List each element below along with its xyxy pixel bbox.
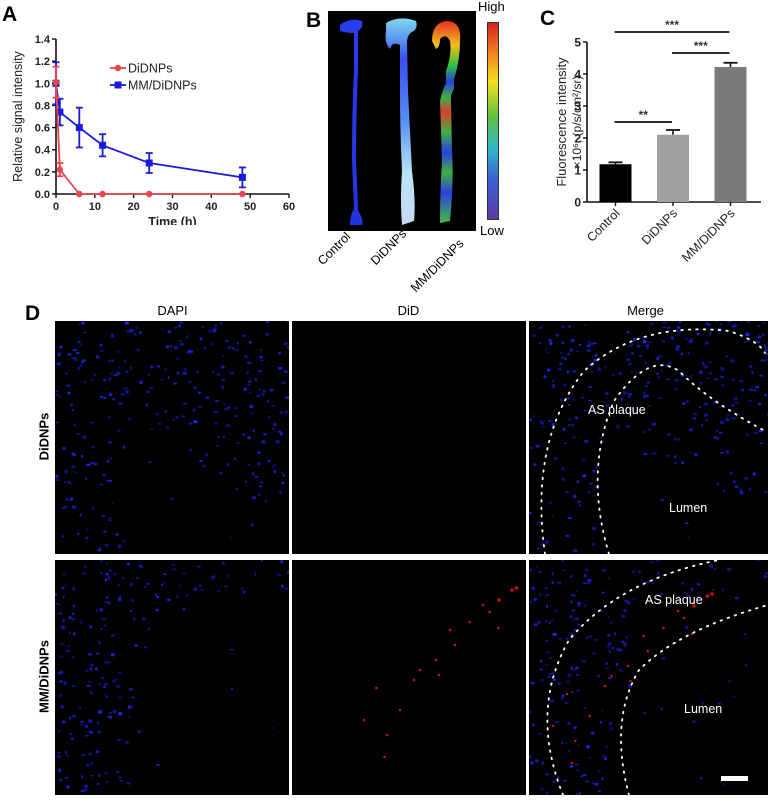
aorta-control xyxy=(340,19,363,225)
aorta-mm-didnps xyxy=(432,21,461,223)
intensity-colorbar xyxy=(487,22,499,220)
row-label-mm-didnps: MM/DiDNPs xyxy=(36,640,52,713)
bar-control xyxy=(599,161,632,202)
micrograph-didnps-did xyxy=(292,321,526,554)
bar-didnps xyxy=(657,129,689,202)
x-category-label: Control xyxy=(584,206,622,244)
x-tick-label: 40 xyxy=(205,201,217,213)
plaque-boundary-dotted xyxy=(546,560,768,795)
y-tick-label: 2 xyxy=(574,132,581,146)
y-axis-title-line1: Fluorescence intensity xyxy=(554,57,569,187)
significance-bracket: ** xyxy=(614,108,672,123)
micrograph-didnps-merge: AS plaque Lumen xyxy=(529,321,768,554)
annotation-as-plaque: AS plaque xyxy=(588,403,646,417)
y-tick-label: 1.2 xyxy=(35,56,50,68)
legend-label: DiDNPs xyxy=(128,62,172,76)
annotation-lumen: Lumen xyxy=(684,702,723,716)
dapi-nuclei-field xyxy=(529,321,768,553)
significance-bracket: *** xyxy=(614,18,730,33)
row-label-didnps: DiDNPs xyxy=(36,412,52,461)
x-tick-label: 50 xyxy=(244,201,256,213)
significance-label: ** xyxy=(639,108,649,122)
y-tick-label: 0.2 xyxy=(35,167,50,179)
micrograph-didnps-dapi xyxy=(55,321,289,554)
y-tick-label: 1.0 xyxy=(35,78,50,90)
aorta-images-svg xyxy=(340,18,461,225)
panel-label-d: D xyxy=(25,302,41,325)
column-title-dapi: DAPI xyxy=(157,303,188,318)
annotation-as-plaque: AS plaque xyxy=(645,593,703,607)
fluorescence-aorta-image xyxy=(328,11,476,231)
column-title-did: DiD xyxy=(397,303,420,318)
y-tick-label: 5 xyxy=(574,36,581,50)
y-tick-label: 4 xyxy=(574,68,581,82)
y-tick-label: 0.8 xyxy=(35,100,50,112)
b-label-didnps: DiDNPs xyxy=(368,226,410,268)
merge-red-signal xyxy=(551,592,714,765)
panel-label-a: A xyxy=(2,3,18,26)
significance-label: *** xyxy=(694,39,708,53)
micrograph-mm-didnps-dapi xyxy=(55,560,289,795)
y-tick-label: 0.4 xyxy=(35,145,51,157)
colorbar-low-label: Low xyxy=(480,223,504,238)
chart-a-legend: DiDNPs MM/DiDNPs xyxy=(110,62,197,93)
legend-label: MM/DiDNPs xyxy=(128,79,197,93)
micrograph-mm-didnps-merge: AS plaque Lumen xyxy=(529,560,768,795)
dapi-nuclei-field xyxy=(55,321,289,552)
x-tick-label: 60 xyxy=(283,201,295,213)
chart-a-line-chart: 0.0 0.2 0.4 0.6 0.8 1.0 1.2 1.4 0 10 20 30 40 50 60 Tim… xyxy=(11,34,295,225)
micrograph-mm-didnps-did xyxy=(292,560,526,795)
y-tick-label: 3 xyxy=(574,100,581,114)
aorta-didnps xyxy=(385,18,417,225)
significance-label: *** xyxy=(665,18,679,32)
x-tick-label: 0 xyxy=(53,201,59,213)
b-label-mm-didnps: MM/DiDNPs xyxy=(408,236,467,295)
colorbar-high-label: High xyxy=(478,0,505,14)
y-axis-title: Relative signal intensity xyxy=(11,50,25,181)
plaque-boundary-dotted xyxy=(540,328,766,554)
y-tick-label: 1.4 xyxy=(35,34,51,46)
significance-bracket: *** xyxy=(672,39,730,54)
annotation-lumen: Lumen xyxy=(669,501,708,515)
did-red-signal xyxy=(362,586,519,759)
y-tick-label: 0 xyxy=(574,196,581,210)
x-category-label: DiDNPs xyxy=(639,206,680,247)
x-category-label: MM/DiDNPs xyxy=(679,206,738,265)
dapi-nuclei-field xyxy=(55,560,289,793)
y-tick-label: 0.0 xyxy=(35,189,50,201)
y-axis-title-line2: ×10⁶, (p/s/cm²/sr) xyxy=(570,76,584,169)
y-tick-label: 1 xyxy=(574,164,581,178)
dapi-nuclei-field xyxy=(529,560,768,795)
y-tick-label: 0.6 xyxy=(35,123,50,135)
panel-label-c: C xyxy=(540,7,556,30)
b-label-control: Control xyxy=(315,229,354,268)
x-tick-label: 20 xyxy=(128,201,140,213)
series-didnps xyxy=(52,65,246,198)
panel-label-b: B xyxy=(306,9,322,32)
scale-bar xyxy=(721,776,748,781)
x-axis-title: Time (h) xyxy=(148,215,196,225)
column-title-merge: Merge xyxy=(627,303,664,318)
x-tick-label: 10 xyxy=(89,201,101,213)
x-tick-label: 30 xyxy=(166,201,178,213)
bar-mm-didnps xyxy=(714,61,747,203)
